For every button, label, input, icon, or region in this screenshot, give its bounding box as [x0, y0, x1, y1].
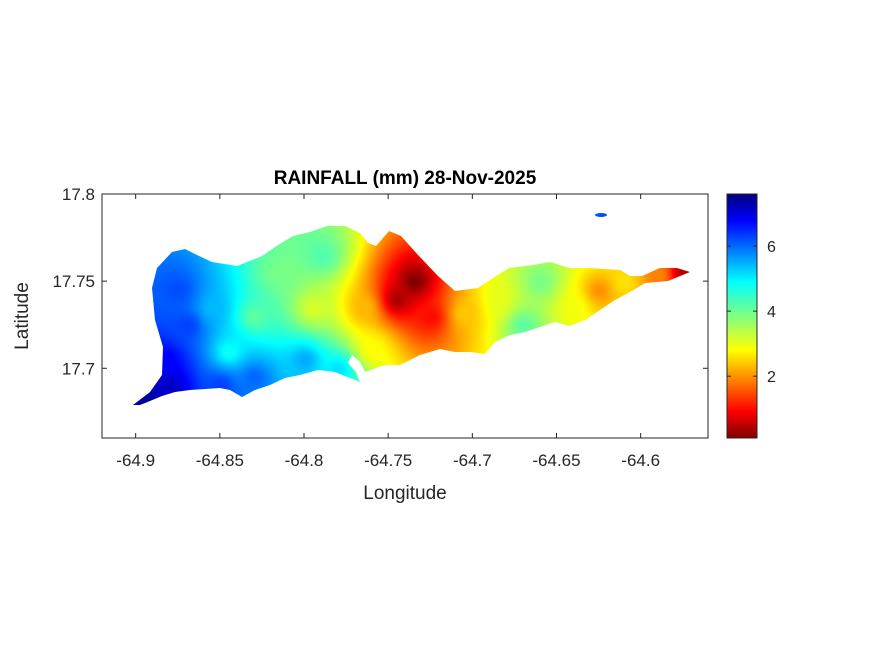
chart-title: RAINFALL (mm) 28-Nov-2025: [274, 168, 537, 189]
colorbar-tick-label: 4: [767, 304, 776, 321]
x-tick-label: -64.8: [285, 451, 324, 470]
colorbar-tick-label: 6: [767, 239, 776, 256]
x-axis-ticks: -64.9 -64.85 -64.8 -64.75 -64.7 -64.65 -64.6: [116, 194, 660, 470]
x-tick-label: -64.9: [116, 451, 155, 470]
colorbar-tick-label: 2: [767, 369, 776, 386]
x-tick-label: -64.7: [453, 451, 492, 470]
y-tick-label: 17.7: [62, 359, 95, 378]
x-tick-label: -64.6: [621, 451, 660, 470]
x-tick-label: -64.65: [532, 451, 580, 470]
x-tick-label: -64.85: [196, 451, 244, 470]
y-tick-label: 17.8: [62, 185, 95, 204]
colorbar-ticks: 2 4 6: [727, 239, 776, 386]
y-axis-label: Latitude: [12, 282, 33, 350]
x-axis-label: Longitude: [363, 483, 446, 504]
y-axis-ticks: 17.8 17.75 17.7: [52, 185, 708, 378]
y-tick-label: 17.75: [52, 272, 95, 291]
colorbar: 2 4 6: [726, 193, 776, 439]
x-tick-label: -64.75: [364, 451, 412, 470]
colorbar-gradient: [726, 193, 758, 439]
